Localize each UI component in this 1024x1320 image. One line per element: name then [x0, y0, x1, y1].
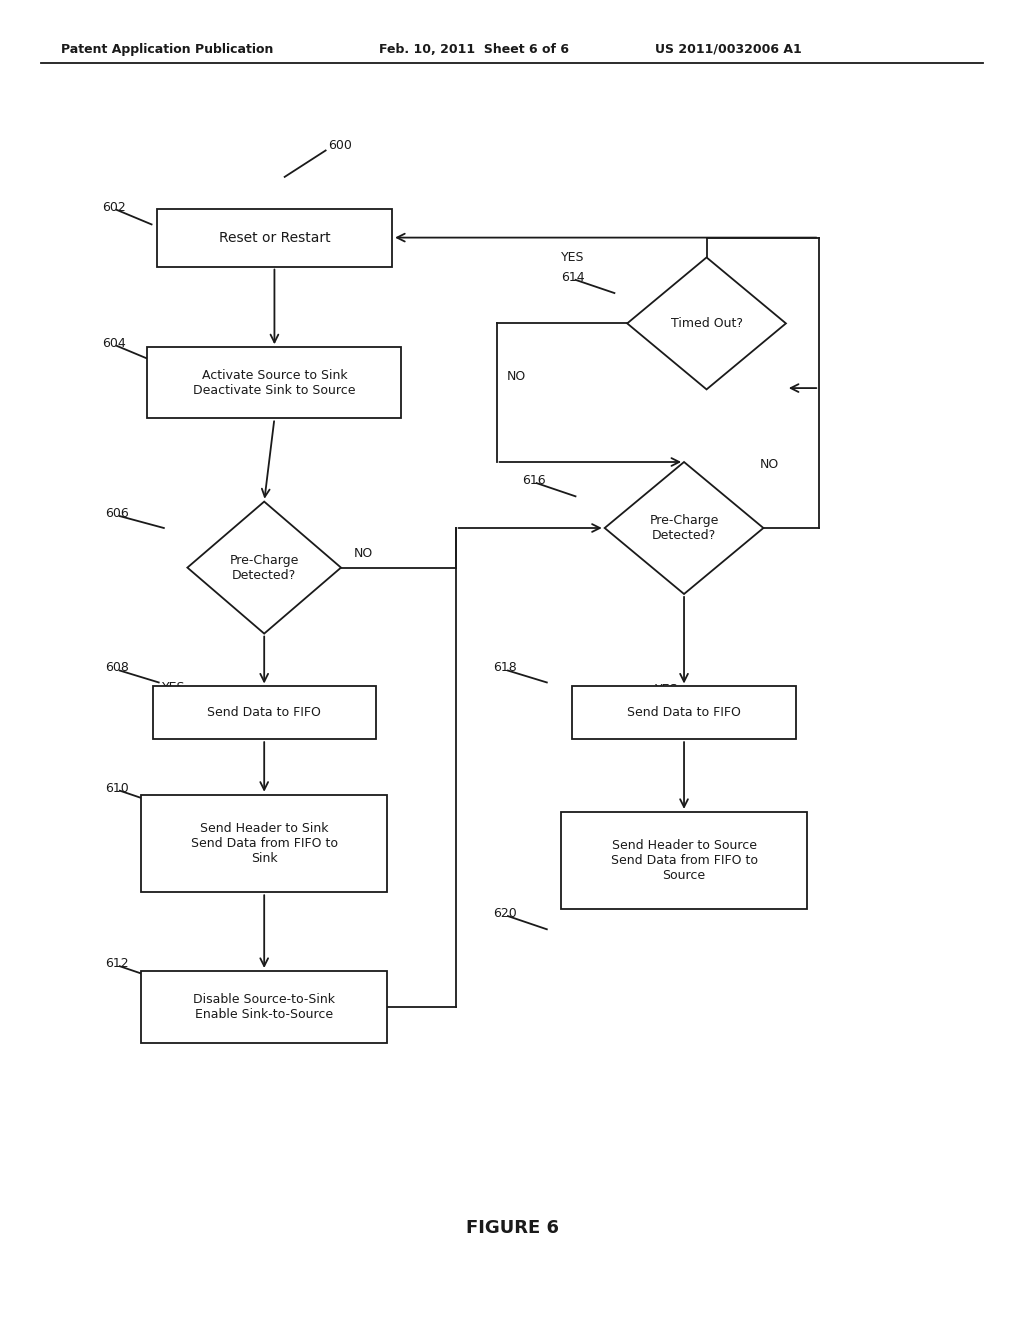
- Text: Patent Application Publication: Patent Application Publication: [61, 44, 273, 55]
- FancyBboxPatch shape: [141, 795, 387, 892]
- Text: 604: 604: [102, 337, 126, 350]
- FancyBboxPatch shape: [572, 686, 796, 739]
- Text: 602: 602: [102, 201, 126, 214]
- Text: Feb. 10, 2011  Sheet 6 of 6: Feb. 10, 2011 Sheet 6 of 6: [379, 44, 569, 55]
- Polygon shape: [187, 502, 341, 634]
- Text: Disable Source-to-Sink
Enable Sink-to-Source: Disable Source-to-Sink Enable Sink-to-So…: [194, 993, 335, 1022]
- Text: NO: NO: [760, 458, 779, 471]
- Text: NO: NO: [507, 370, 526, 383]
- FancyBboxPatch shape: [153, 686, 376, 739]
- Text: NO: NO: [353, 546, 373, 560]
- Text: 610: 610: [105, 781, 129, 795]
- Text: Timed Out?: Timed Out?: [671, 317, 742, 330]
- FancyBboxPatch shape: [141, 972, 387, 1043]
- Text: 620: 620: [494, 907, 517, 920]
- Text: US 2011/0032006 A1: US 2011/0032006 A1: [655, 44, 802, 55]
- Polygon shape: [627, 257, 786, 389]
- Text: Reset or Restart: Reset or Restart: [218, 231, 331, 244]
- FancyBboxPatch shape: [147, 347, 401, 418]
- Text: Activate Source to Sink
Deactivate Sink to Source: Activate Source to Sink Deactivate Sink …: [194, 368, 355, 397]
- Text: 614: 614: [561, 271, 585, 284]
- Text: YES: YES: [162, 681, 185, 694]
- FancyBboxPatch shape: [561, 812, 807, 909]
- Text: 608: 608: [105, 661, 129, 675]
- Text: Send Data to FIFO: Send Data to FIFO: [627, 706, 741, 719]
- Text: YES: YES: [655, 682, 679, 696]
- Text: 616: 616: [522, 474, 546, 487]
- Text: Send Header to Sink
Send Data from FIFO to
Sink: Send Header to Sink Send Data from FIFO …: [190, 822, 338, 865]
- Text: 618: 618: [494, 661, 517, 675]
- Text: Pre-Charge
Detected?: Pre-Charge Detected?: [649, 513, 719, 543]
- Text: YES: YES: [561, 251, 585, 264]
- Text: 612: 612: [105, 957, 129, 970]
- FancyBboxPatch shape: [157, 209, 392, 267]
- Text: FIGURE 6: FIGURE 6: [466, 1218, 558, 1237]
- Text: Pre-Charge
Detected?: Pre-Charge Detected?: [229, 553, 299, 582]
- Polygon shape: [604, 462, 764, 594]
- Text: Send Header to Source
Send Data from FIFO to
Source: Send Header to Source Send Data from FIF…: [610, 840, 758, 882]
- Text: 600: 600: [328, 139, 351, 152]
- Text: Send Data to FIFO: Send Data to FIFO: [207, 706, 322, 719]
- Text: 606: 606: [105, 507, 129, 520]
